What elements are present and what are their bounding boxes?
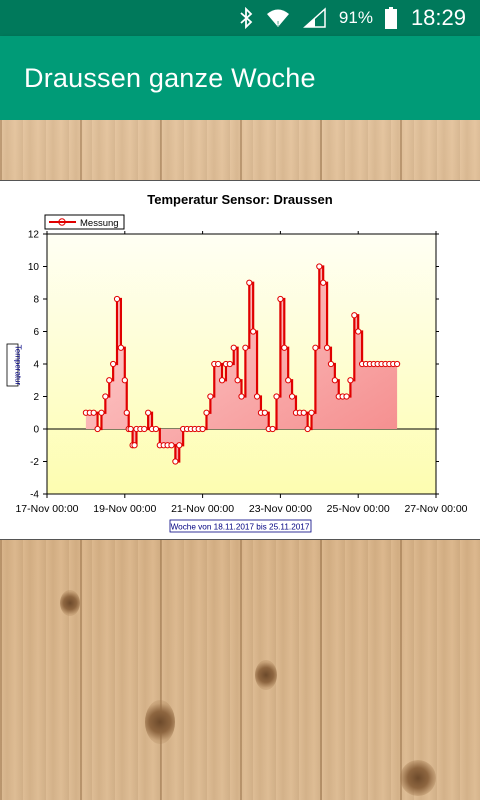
bluetooth-icon bbox=[239, 7, 253, 29]
data-point bbox=[172, 458, 179, 465]
app-bar: Draussen ganze Woche bbox=[0, 36, 480, 120]
chart-legend: Messung bbox=[44, 214, 125, 230]
page-title: Draussen ganze Woche bbox=[24, 62, 316, 93]
wood-knot bbox=[255, 660, 277, 690]
y-tick-label: 8 bbox=[33, 295, 39, 306]
x-tick-label: 21-Nov 00:00 bbox=[171, 503, 234, 515]
data-point bbox=[273, 393, 280, 400]
x-tick-label: 19-Nov 00:00 bbox=[93, 503, 156, 515]
data-point bbox=[226, 360, 233, 368]
data-point bbox=[394, 360, 401, 368]
data-point bbox=[106, 377, 113, 384]
battery-icon bbox=[384, 7, 397, 29]
data-point bbox=[238, 393, 245, 400]
y-tick-label: 6 bbox=[33, 327, 39, 338]
data-point bbox=[250, 328, 257, 335]
data-point bbox=[277, 295, 284, 303]
data-point bbox=[121, 377, 128, 384]
data-point bbox=[102, 393, 109, 400]
data-point bbox=[98, 409, 105, 416]
svg-text:!: ! bbox=[277, 20, 280, 28]
data-point bbox=[269, 425, 276, 433]
data-point bbox=[168, 442, 175, 449]
data-point bbox=[246, 279, 253, 286]
battery-percentage: 91% bbox=[338, 8, 373, 27]
x-tick-label: 27-Nov 00:00 bbox=[404, 503, 467, 515]
data-point bbox=[312, 344, 319, 351]
data-point bbox=[300, 409, 307, 416]
temperature-chart: Temperatur Sensor: Draussen Messung Temp… bbox=[6, 192, 468, 533]
chart-panel: Temperatur Sensor: Draussen Messung Temp… bbox=[0, 180, 480, 540]
data-point bbox=[152, 425, 160, 433]
data-point bbox=[199, 425, 206, 433]
data-point bbox=[94, 425, 101, 433]
data-point bbox=[316, 263, 323, 270]
x-axis-label: Woche von 18.11.2017 bis 25.11.2017 bbox=[171, 523, 310, 532]
data-point bbox=[288, 393, 296, 400]
data-point bbox=[327, 360, 335, 368]
data-point bbox=[218, 377, 226, 384]
data-point bbox=[234, 377, 241, 384]
x-tick-label: 17-Nov 00:00 bbox=[15, 503, 78, 515]
chart-axes: -4 -2 0 2 4 6 8 10 12 17-Nov 00:00 19-Nov 00:00 21-… bbox=[15, 230, 467, 516]
data-point bbox=[320, 279, 327, 286]
wood-knot bbox=[60, 590, 80, 616]
y-tick-label: 10 bbox=[28, 262, 40, 273]
data-point bbox=[281, 344, 288, 351]
wood-knot bbox=[145, 700, 175, 744]
clock: 18:29 bbox=[410, 5, 466, 30]
data-point bbox=[253, 393, 261, 400]
data-point bbox=[261, 409, 268, 416]
y-tick-label: 0 bbox=[33, 425, 39, 436]
data-point bbox=[242, 344, 249, 351]
y-tick-label: 12 bbox=[28, 230, 40, 241]
x-axis-label-box: Woche von 18.11.2017 bis 25.11.2017 bbox=[169, 519, 312, 533]
wood-knot bbox=[400, 760, 436, 796]
data-point bbox=[230, 344, 237, 351]
x-tick-label: 25-Nov 00:00 bbox=[327, 503, 390, 515]
y-tick-label: 2 bbox=[33, 392, 39, 403]
data-point bbox=[145, 409, 152, 416]
chart-title: Temperatur Sensor: Draussen bbox=[147, 192, 332, 207]
data-point bbox=[323, 344, 331, 351]
status-bar: ! 91% 18:29 bbox=[0, 0, 480, 36]
data-point bbox=[123, 409, 130, 416]
x-tick-label: 23-Nov 00:00 bbox=[249, 503, 312, 515]
data-point bbox=[355, 328, 362, 335]
y-tick-label: 4 bbox=[33, 360, 39, 371]
data-point bbox=[203, 409, 210, 416]
data-point bbox=[331, 377, 338, 384]
data-point bbox=[304, 425, 311, 433]
data-point bbox=[215, 360, 222, 368]
data-point bbox=[308, 409, 315, 416]
data-point bbox=[131, 442, 138, 449]
data-point bbox=[127, 425, 134, 433]
y-axis-label-box: Temperatur bbox=[6, 343, 23, 387]
data-point bbox=[113, 295, 121, 303]
y-tick-label: -2 bbox=[30, 457, 39, 468]
chart-series bbox=[82, 263, 401, 465]
legend-label: Messung bbox=[80, 218, 119, 229]
data-point bbox=[141, 425, 148, 433]
data-point bbox=[343, 393, 350, 400]
y-tick-label: -4 bbox=[30, 490, 39, 501]
data-point bbox=[117, 344, 125, 351]
data-point bbox=[176, 442, 183, 449]
data-point bbox=[285, 377, 292, 384]
data-point bbox=[207, 393, 214, 400]
cell-signal-icon bbox=[302, 7, 327, 29]
data-point bbox=[347, 377, 354, 384]
y-axis-label: Temperatur bbox=[14, 345, 23, 386]
wifi-icon: ! bbox=[265, 7, 291, 29]
data-point bbox=[351, 312, 358, 319]
data-point bbox=[90, 409, 97, 416]
data-point bbox=[110, 360, 117, 368]
